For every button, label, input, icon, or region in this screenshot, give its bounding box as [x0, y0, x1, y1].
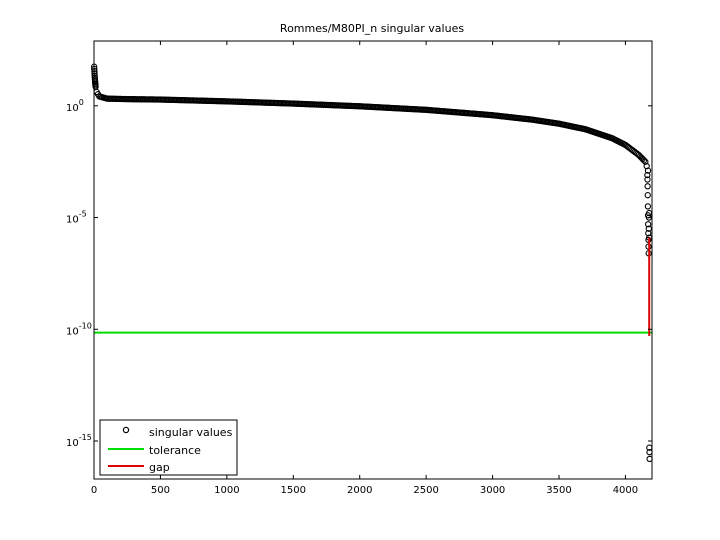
y-tick-label: 10-5 [66, 210, 87, 226]
legend-marker-singular-values [122, 426, 130, 434]
y-tick-label: 10-10 [66, 321, 92, 337]
x-tick-label: 2000 [347, 485, 372, 496]
singular-value-point [91, 70, 98, 77]
singular-values-markers [90, 63, 653, 463]
chart-title: Rommes/M80PI_n singular values [280, 22, 464, 35]
singular-value-point [645, 225, 652, 232]
singular-value-point [645, 230, 652, 237]
singular-value-point [640, 157, 648, 164]
x-tick-label: 1500 [281, 485, 306, 496]
legend-label-tolerance: tolerance [149, 444, 201, 457]
x-tick-label: 3500 [546, 485, 571, 496]
singular-value-point [644, 167, 652, 174]
x-tick-label: 2500 [413, 485, 438, 496]
plot-area [94, 41, 652, 479]
x-tick-label: 1000 [214, 485, 239, 496]
x-tick-label: 4000 [613, 485, 638, 496]
plot-frame [93, 40, 653, 480]
x-tick-label: 500 [151, 485, 170, 496]
y-tick-label: 100 [66, 98, 84, 114]
y-axis: 100 10-5 10-10 10-15 [66, 98, 652, 449]
legend-label-gap: gap [149, 461, 170, 474]
singular-value-point [644, 176, 651, 183]
singular-value-point [644, 192, 651, 199]
x-axis: 0 500 1000 1500 2000 2500 3000 3500 4000 [91, 41, 638, 496]
singular-value-point [644, 183, 651, 190]
singular-value-point [644, 171, 651, 179]
legend: singular values tolerance gap [99, 419, 238, 476]
singular-value-point [644, 203, 652, 210]
singular-value-point [645, 221, 652, 228]
legend-label-singular-values: singular values [149, 426, 233, 439]
x-tick-label: 0 [91, 485, 97, 496]
x-tick-label: 3000 [480, 485, 505, 496]
y-tick-label: 10-15 [66, 433, 92, 449]
